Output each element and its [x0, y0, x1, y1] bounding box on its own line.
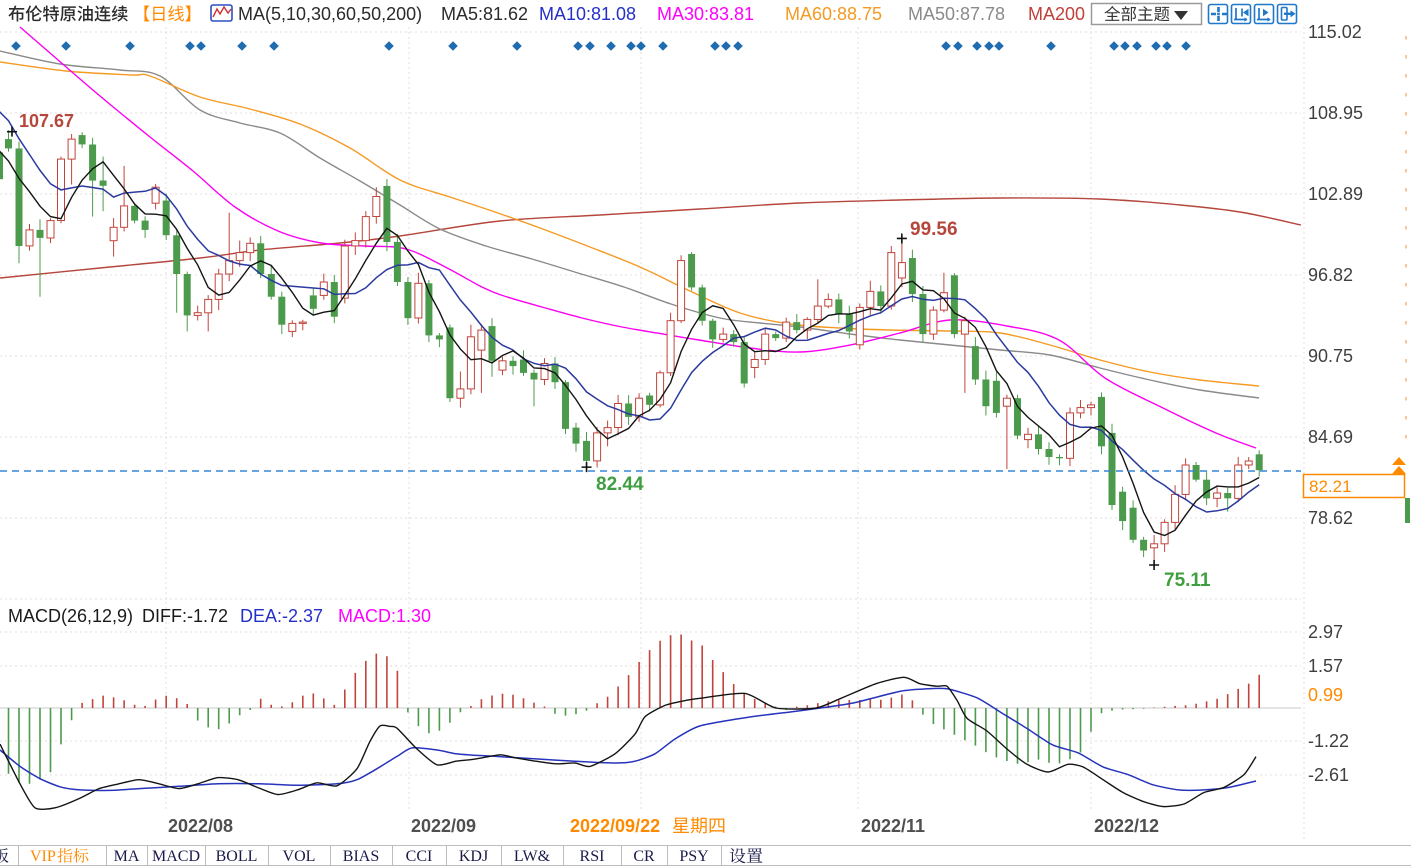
svg-text:82.21: 82.21	[1309, 477, 1352, 496]
svg-text:99.56: 99.56	[910, 219, 958, 240]
svg-text:2022/09: 2022/09	[411, 816, 476, 836]
svg-text:MA5:81.62: MA5:81.62	[441, 4, 528, 24]
svg-text:MA10:81.08: MA10:81.08	[539, 4, 636, 24]
svg-text:107.67: 107.67	[19, 111, 74, 131]
svg-text:-2.61: -2.61	[1308, 765, 1349, 785]
svg-text:CR: CR	[633, 848, 655, 865]
svg-text:MA30:83.81: MA30:83.81	[657, 4, 754, 24]
svg-text:MA50:87.78: MA50:87.78	[908, 4, 1005, 24]
svg-text:VIP: VIP	[30, 848, 56, 865]
svg-text:MA60:88.75: MA60:88.75	[785, 4, 882, 24]
svg-text:2022/08: 2022/08	[168, 816, 233, 836]
svg-text:KDJ: KDJ	[459, 848, 488, 865]
svg-text:MA: MA	[114, 848, 140, 865]
svg-text:MACD(26,12,9): MACD(26,12,9)	[8, 606, 133, 626]
svg-text:DIFF:-1.72: DIFF:-1.72	[142, 606, 228, 626]
svg-text:MA(5,10,30,60,50,200): MA(5,10,30,60,50,200)	[238, 4, 422, 24]
svg-text:MACD:1.30: MACD:1.30	[338, 606, 431, 626]
svg-text:BOLL: BOLL	[216, 848, 258, 865]
svg-text:DEA:-2.37: DEA:-2.37	[240, 606, 323, 626]
svg-text:1.57: 1.57	[1308, 656, 1343, 676]
svg-text:84.69: 84.69	[1308, 427, 1353, 447]
svg-text:VOL: VOL	[283, 848, 316, 865]
svg-text:RSI: RSI	[580, 848, 605, 865]
svg-text:0.99: 0.99	[1308, 685, 1343, 705]
svg-text:82.44: 82.44	[596, 474, 644, 495]
svg-text:PSY: PSY	[679, 848, 709, 865]
svg-text:-1.22: -1.22	[1308, 731, 1349, 751]
svg-text:CCI: CCI	[406, 848, 433, 865]
svg-text:2022/09/22: 2022/09/22	[570, 816, 660, 836]
svg-text:75.11: 75.11	[1164, 570, 1211, 591]
svg-text:108.95: 108.95	[1308, 103, 1363, 123]
svg-text:2022/12: 2022/12	[1094, 816, 1159, 836]
svg-text:102.89: 102.89	[1308, 184, 1363, 204]
svg-text:MA200: MA200	[1028, 4, 1085, 24]
svg-text:LW&: LW&	[514, 848, 551, 865]
svg-text:115.02: 115.02	[1308, 22, 1362, 42]
svg-text:96.82: 96.82	[1308, 265, 1353, 285]
svg-text:2022/11: 2022/11	[861, 816, 925, 836]
svg-text:BIAS: BIAS	[343, 848, 379, 865]
svg-text:2.97: 2.97	[1308, 622, 1343, 642]
svg-text:MACD: MACD	[152, 848, 200, 865]
svg-text:78.62: 78.62	[1308, 508, 1353, 528]
svg-text:90.75: 90.75	[1308, 346, 1353, 366]
